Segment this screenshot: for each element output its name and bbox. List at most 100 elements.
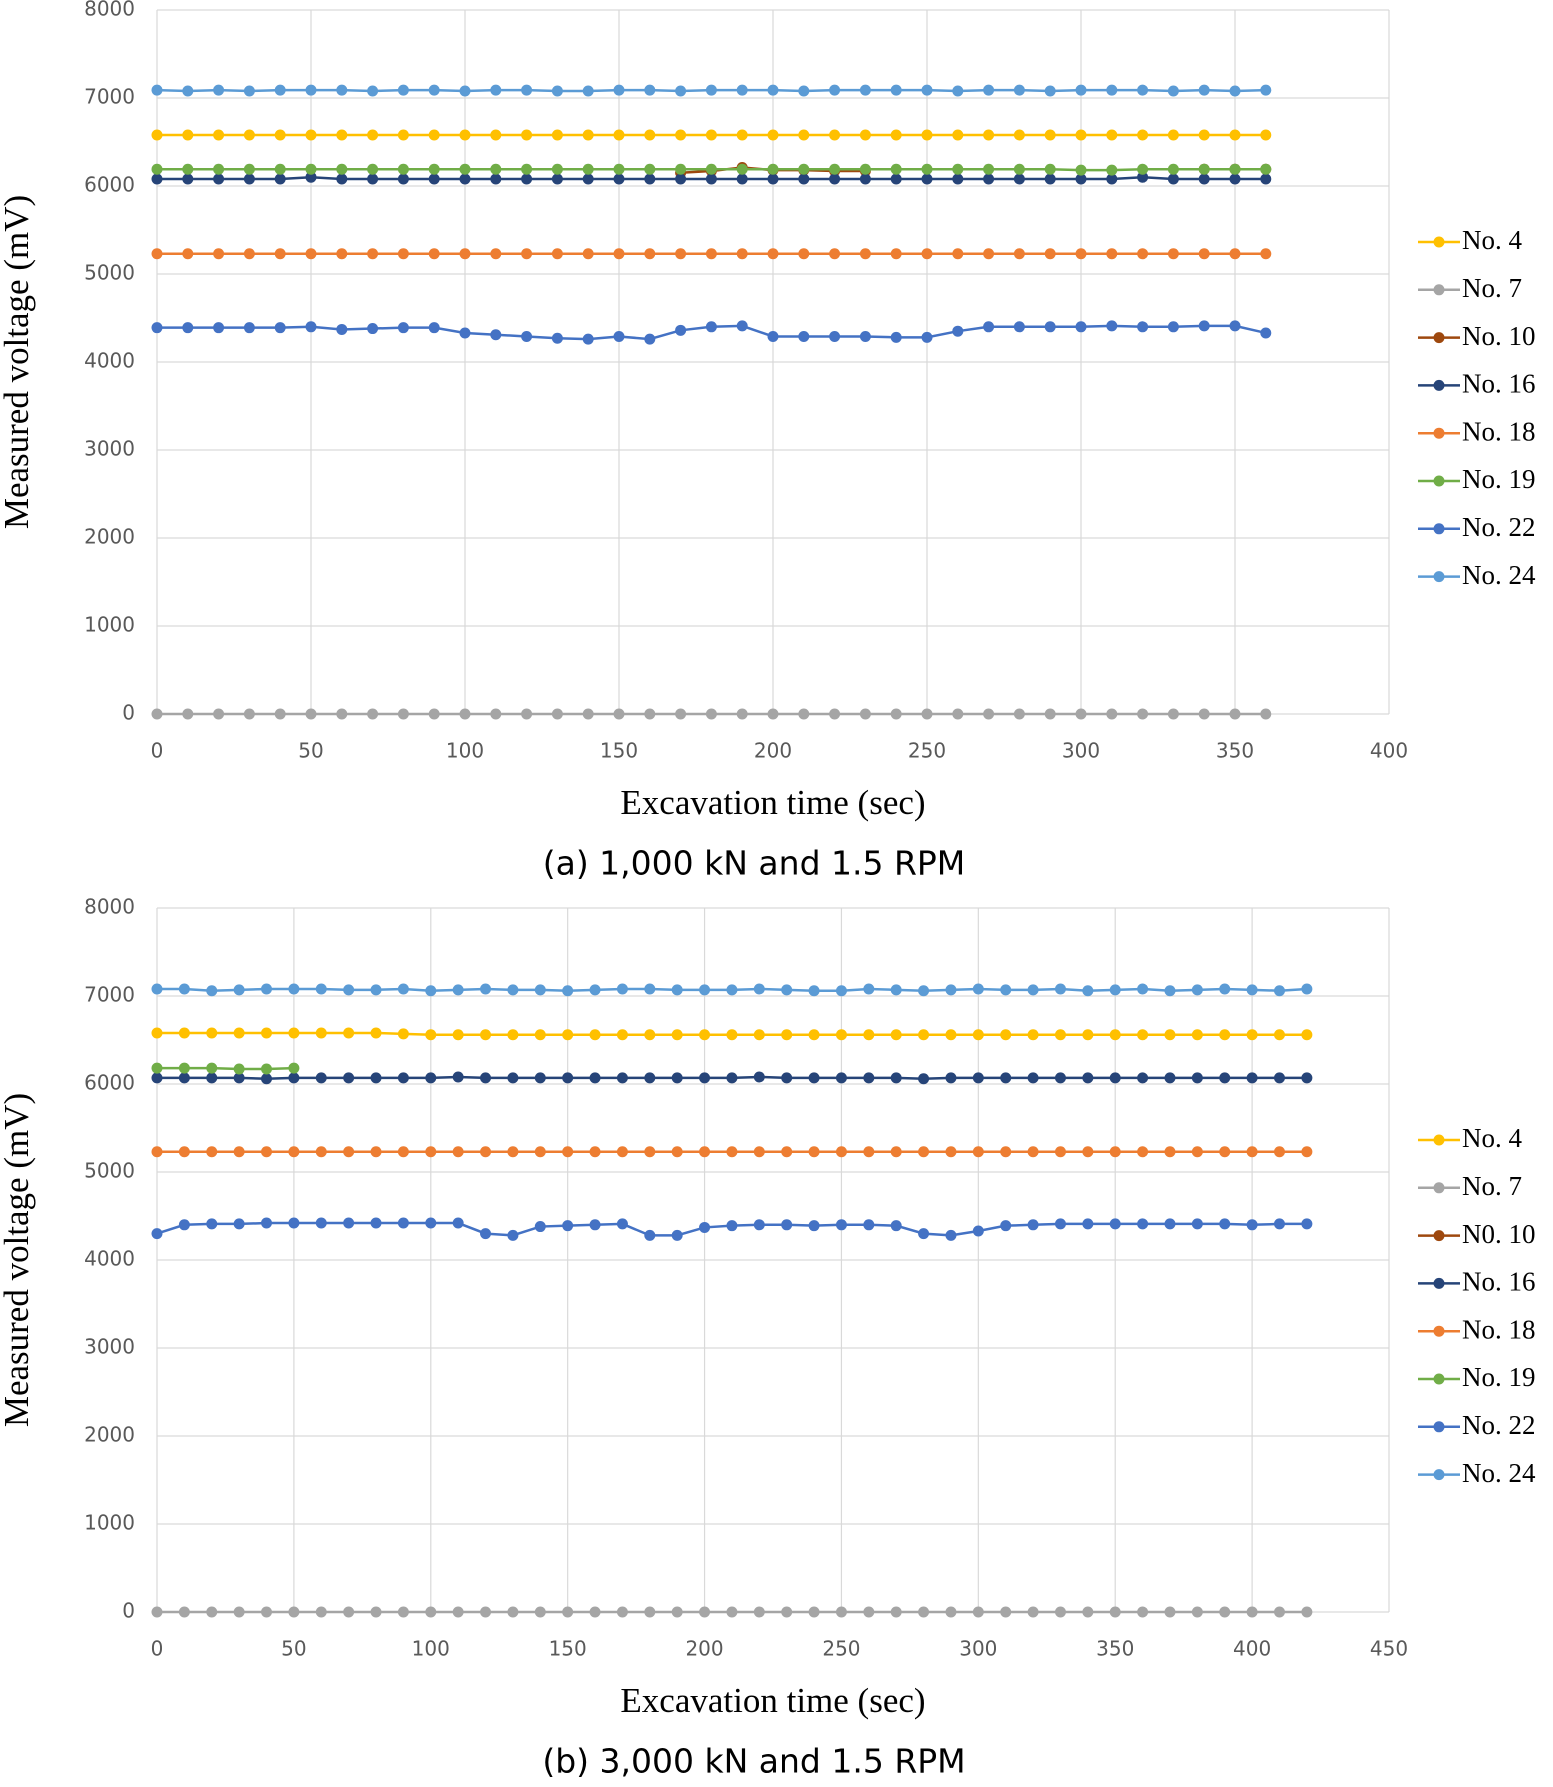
data-point (1260, 173, 1272, 185)
data-point (1229, 320, 1241, 332)
data-point (736, 320, 748, 332)
data-point (428, 163, 440, 175)
data-point (428, 322, 440, 334)
data-point (151, 1228, 163, 1240)
data-point (1027, 984, 1039, 996)
data-point (243, 248, 255, 260)
data-point (274, 129, 286, 141)
data-point (397, 983, 409, 995)
data-point (835, 985, 847, 997)
data-point (616, 1029, 628, 1041)
data-point (397, 1146, 409, 1158)
data-point (562, 1606, 574, 1618)
data-point (233, 1072, 245, 1084)
data-point (428, 129, 440, 141)
data-point (1198, 163, 1210, 175)
data-point (151, 708, 163, 720)
data-point (890, 163, 902, 175)
data-point (507, 1072, 519, 1084)
data-point (726, 1146, 738, 1158)
data-point (675, 708, 687, 720)
data-point (705, 84, 717, 96)
data-point (616, 1606, 628, 1618)
data-point (829, 163, 841, 175)
data-point (343, 1027, 355, 1039)
data-point (589, 1146, 601, 1158)
data-point (1027, 1146, 1039, 1158)
data-point (675, 173, 687, 185)
y-tick-label: 2000 (84, 1423, 135, 1447)
data-point (1054, 983, 1066, 995)
data-point (972, 983, 984, 995)
data-point (315, 1146, 327, 1158)
data-point (1106, 320, 1118, 332)
data-point (1198, 708, 1210, 720)
data-point (480, 1228, 492, 1240)
legend-marker (1433, 379, 1445, 391)
data-point (859, 330, 871, 342)
data-point (1229, 163, 1241, 175)
y-tick-label: 0 (122, 701, 135, 725)
data-point (952, 325, 964, 337)
data-point (835, 1072, 847, 1084)
data-point (459, 173, 471, 185)
data-point (671, 984, 683, 996)
data-point (490, 173, 502, 185)
x-tick-label: 300 (1062, 739, 1100, 763)
data-point (459, 248, 471, 260)
data-point (890, 1146, 902, 1158)
data-point (863, 1072, 875, 1084)
data-point (1191, 1072, 1203, 1084)
data-point (1260, 163, 1272, 175)
data-point (753, 1146, 765, 1158)
data-point (1054, 1146, 1066, 1158)
data-point (1260, 248, 1272, 260)
data-point (1027, 1219, 1039, 1231)
data-point (808, 1029, 820, 1041)
data-point (835, 1219, 847, 1231)
data-point (336, 248, 348, 260)
data-point (206, 1606, 218, 1618)
data-point (336, 163, 348, 175)
data-point (490, 329, 502, 341)
data-point (859, 84, 871, 96)
data-point (1109, 1146, 1121, 1158)
data-point (705, 129, 717, 141)
x-tick-label: 250 (908, 739, 946, 763)
data-point (534, 1606, 546, 1618)
data-point (305, 129, 317, 141)
data-point (397, 173, 409, 185)
data-point (1106, 129, 1118, 141)
data-point (551, 708, 563, 720)
data-point (213, 322, 225, 334)
data-point (972, 1606, 984, 1618)
data-point (343, 1146, 355, 1158)
x-axis-label: Excavation time (sec) (620, 783, 925, 822)
data-point (952, 85, 964, 97)
data-point (1109, 984, 1121, 996)
legend-marker (1433, 475, 1445, 487)
data-point (890, 248, 902, 260)
data-point (644, 983, 656, 995)
data-point (151, 983, 163, 995)
data-point (1075, 708, 1087, 720)
data-point (921, 248, 933, 260)
data-point (1137, 84, 1149, 96)
data-point (243, 708, 255, 720)
data-point (243, 85, 255, 97)
data-point (1044, 85, 1056, 97)
y-tick-label: 4000 (84, 349, 135, 373)
data-point (182, 248, 194, 260)
data-point (367, 248, 379, 260)
data-point (1273, 1029, 1285, 1041)
data-point (1137, 171, 1149, 183)
data-point (1000, 984, 1012, 996)
data-point (261, 1063, 273, 1075)
data-point (1054, 1606, 1066, 1618)
data-point (521, 708, 533, 720)
data-point (343, 1217, 355, 1229)
data-point (921, 84, 933, 96)
data-point (945, 1029, 957, 1041)
legend-marker (1433, 1134, 1445, 1146)
data-point (753, 1071, 765, 1083)
